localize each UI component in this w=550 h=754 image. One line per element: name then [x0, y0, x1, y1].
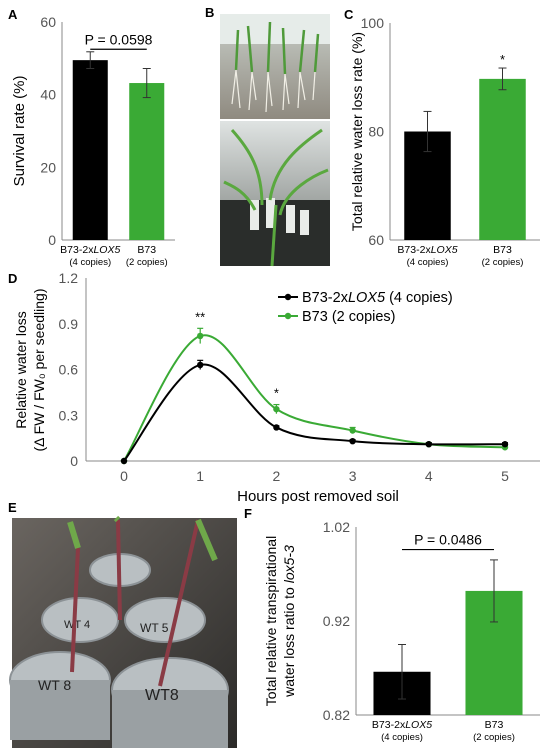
y-axis-title-line1: Total relative transpirational: [263, 536, 279, 706]
data-point-s0-3: [349, 437, 356, 445]
legend-label-1: B73 (2 copies): [302, 309, 396, 325]
legend-marker-1: [284, 312, 292, 320]
photo-b-seedlings-bottom: [220, 121, 330, 267]
panel-a-survival-chart: 0 20 40 60 B73-2xLOX5(4 copies) B73(2 copies)…: [11, 14, 175, 268]
significance-marker-1: *: [274, 386, 279, 401]
x-tick-sublabel-0: (4 copies): [69, 257, 111, 268]
y-tick-label: 20: [40, 159, 56, 175]
pot-label-wt8-left: WT 8: [38, 677, 71, 693]
y-tick-label: 40: [40, 87, 56, 103]
x-tick-label-0: B73-2xLOX5: [397, 244, 457, 256]
x-tick-sublabel-1: (2 copies): [482, 257, 524, 268]
panel-label-b: B: [205, 5, 214, 20]
panel-label-e: E: [8, 500, 17, 515]
x-tick-label-0: B73-2xLOX5: [60, 244, 120, 256]
panel-c-water-loss-chart: 60 80 100 B73-2xLOX5(4 copies) * B73(2 copies…: [349, 15, 540, 268]
y-axis-title: Survival rate (%): [11, 76, 28, 187]
pot-label-wt4: WT 4: [64, 619, 90, 631]
data-point-s0-5: [501, 441, 509, 448]
x-tick-label: 4: [425, 468, 433, 484]
y-tick-label: 0: [70, 453, 78, 469]
panel-label-c: C: [344, 7, 354, 22]
significance-marker-1: *: [500, 52, 505, 67]
legend-marker-0: [284, 293, 292, 301]
x-tick-sublabel-0: (4 copies): [407, 257, 449, 268]
bar-1: [479, 78, 526, 240]
x-axis-title: Hours post removed soil: [237, 488, 399, 505]
data-point-s1-1: [197, 332, 204, 340]
y-tick-label: 0.3: [59, 407, 79, 423]
y-tick-label: 0.82: [323, 707, 350, 723]
series-line-1: [123, 334, 506, 462]
pot-label-wt5: WT 5: [140, 621, 169, 635]
x-tick-label: 5: [501, 468, 509, 484]
panel-f-transpiration-chart: 0.82 0.92 1.02 B73-2xLOX5(4 copies) B73(2 co…: [263, 519, 540, 743]
y-axis-title-line2: water loss ratio to lox5-3: [281, 545, 297, 698]
x-tick-label-1: B73: [485, 719, 504, 731]
y-tick-label: 0.6: [59, 362, 79, 378]
panel-label-f: F: [244, 506, 252, 521]
data-point-s0-1: [197, 361, 204, 369]
data-point-s1-2: [273, 405, 280, 413]
x-tick-label: 3: [349, 468, 357, 484]
p-value-annotation: P = 0.0598: [85, 31, 153, 47]
p-value-annotation: P = 0.0486: [414, 532, 482, 548]
y-axis-title-line2: (Δ FW / FW₀ per seedling): [31, 289, 47, 452]
x-tick-label-1: B73: [493, 244, 512, 256]
y-tick-label: 0: [48, 232, 56, 248]
x-tick-label-0: B73-2xLOX5: [372, 719, 432, 731]
x-tick-label: 1: [196, 468, 204, 484]
bar-1: [129, 83, 165, 240]
data-point-s1-3: [349, 427, 356, 434]
y-axis-title-line1: Relative water loss: [13, 311, 29, 429]
photo-e-pots: WT 5 WT 8 WT8 WT 4: [9, 515, 237, 748]
legend-label-0: B73-2xLOX5 (4 copies): [302, 290, 453, 306]
bar-0: [72, 60, 108, 241]
data-point-s0-2: [273, 424, 280, 431]
x-tick-sublabel-0: (4 copies): [381, 732, 423, 743]
x-tick-sublabel-1: (2 copies): [126, 257, 168, 268]
y-tick-label: 100: [361, 15, 385, 31]
panel-d-line-chart: 0 0.3 0.6 0.9 1.2 0 1 2 3 4 5 Hours post removed so…: [13, 270, 540, 505]
significance-marker-0: **: [195, 309, 205, 324]
x-tick-label-1: B73: [137, 244, 156, 256]
data-point-s0-0: [120, 457, 128, 465]
y-tick-label: 80: [368, 124, 384, 140]
x-tick-sublabel-1: (2 copies): [473, 732, 515, 743]
pot-label-wt8-right: WT8: [145, 687, 179, 704]
panel-label-d: D: [8, 271, 17, 286]
y-tick-label: 60: [368, 232, 384, 248]
y-tick-label: 0.92: [323, 613, 350, 629]
photo-b-seedlings-top: [220, 14, 330, 119]
x-tick-label: 0: [120, 468, 128, 484]
data-point-s0-4: [425, 441, 432, 448]
y-tick-label: 0.9: [59, 316, 79, 332]
x-tick-label: 2: [273, 468, 281, 484]
y-tick-label: 60: [40, 14, 56, 30]
y-tick-label: 1.02: [323, 519, 350, 535]
panel-label-a: A: [8, 7, 18, 22]
y-axis-title: Total relative water loss rate (%): [349, 32, 365, 231]
y-tick-label: 1.2: [59, 270, 79, 286]
